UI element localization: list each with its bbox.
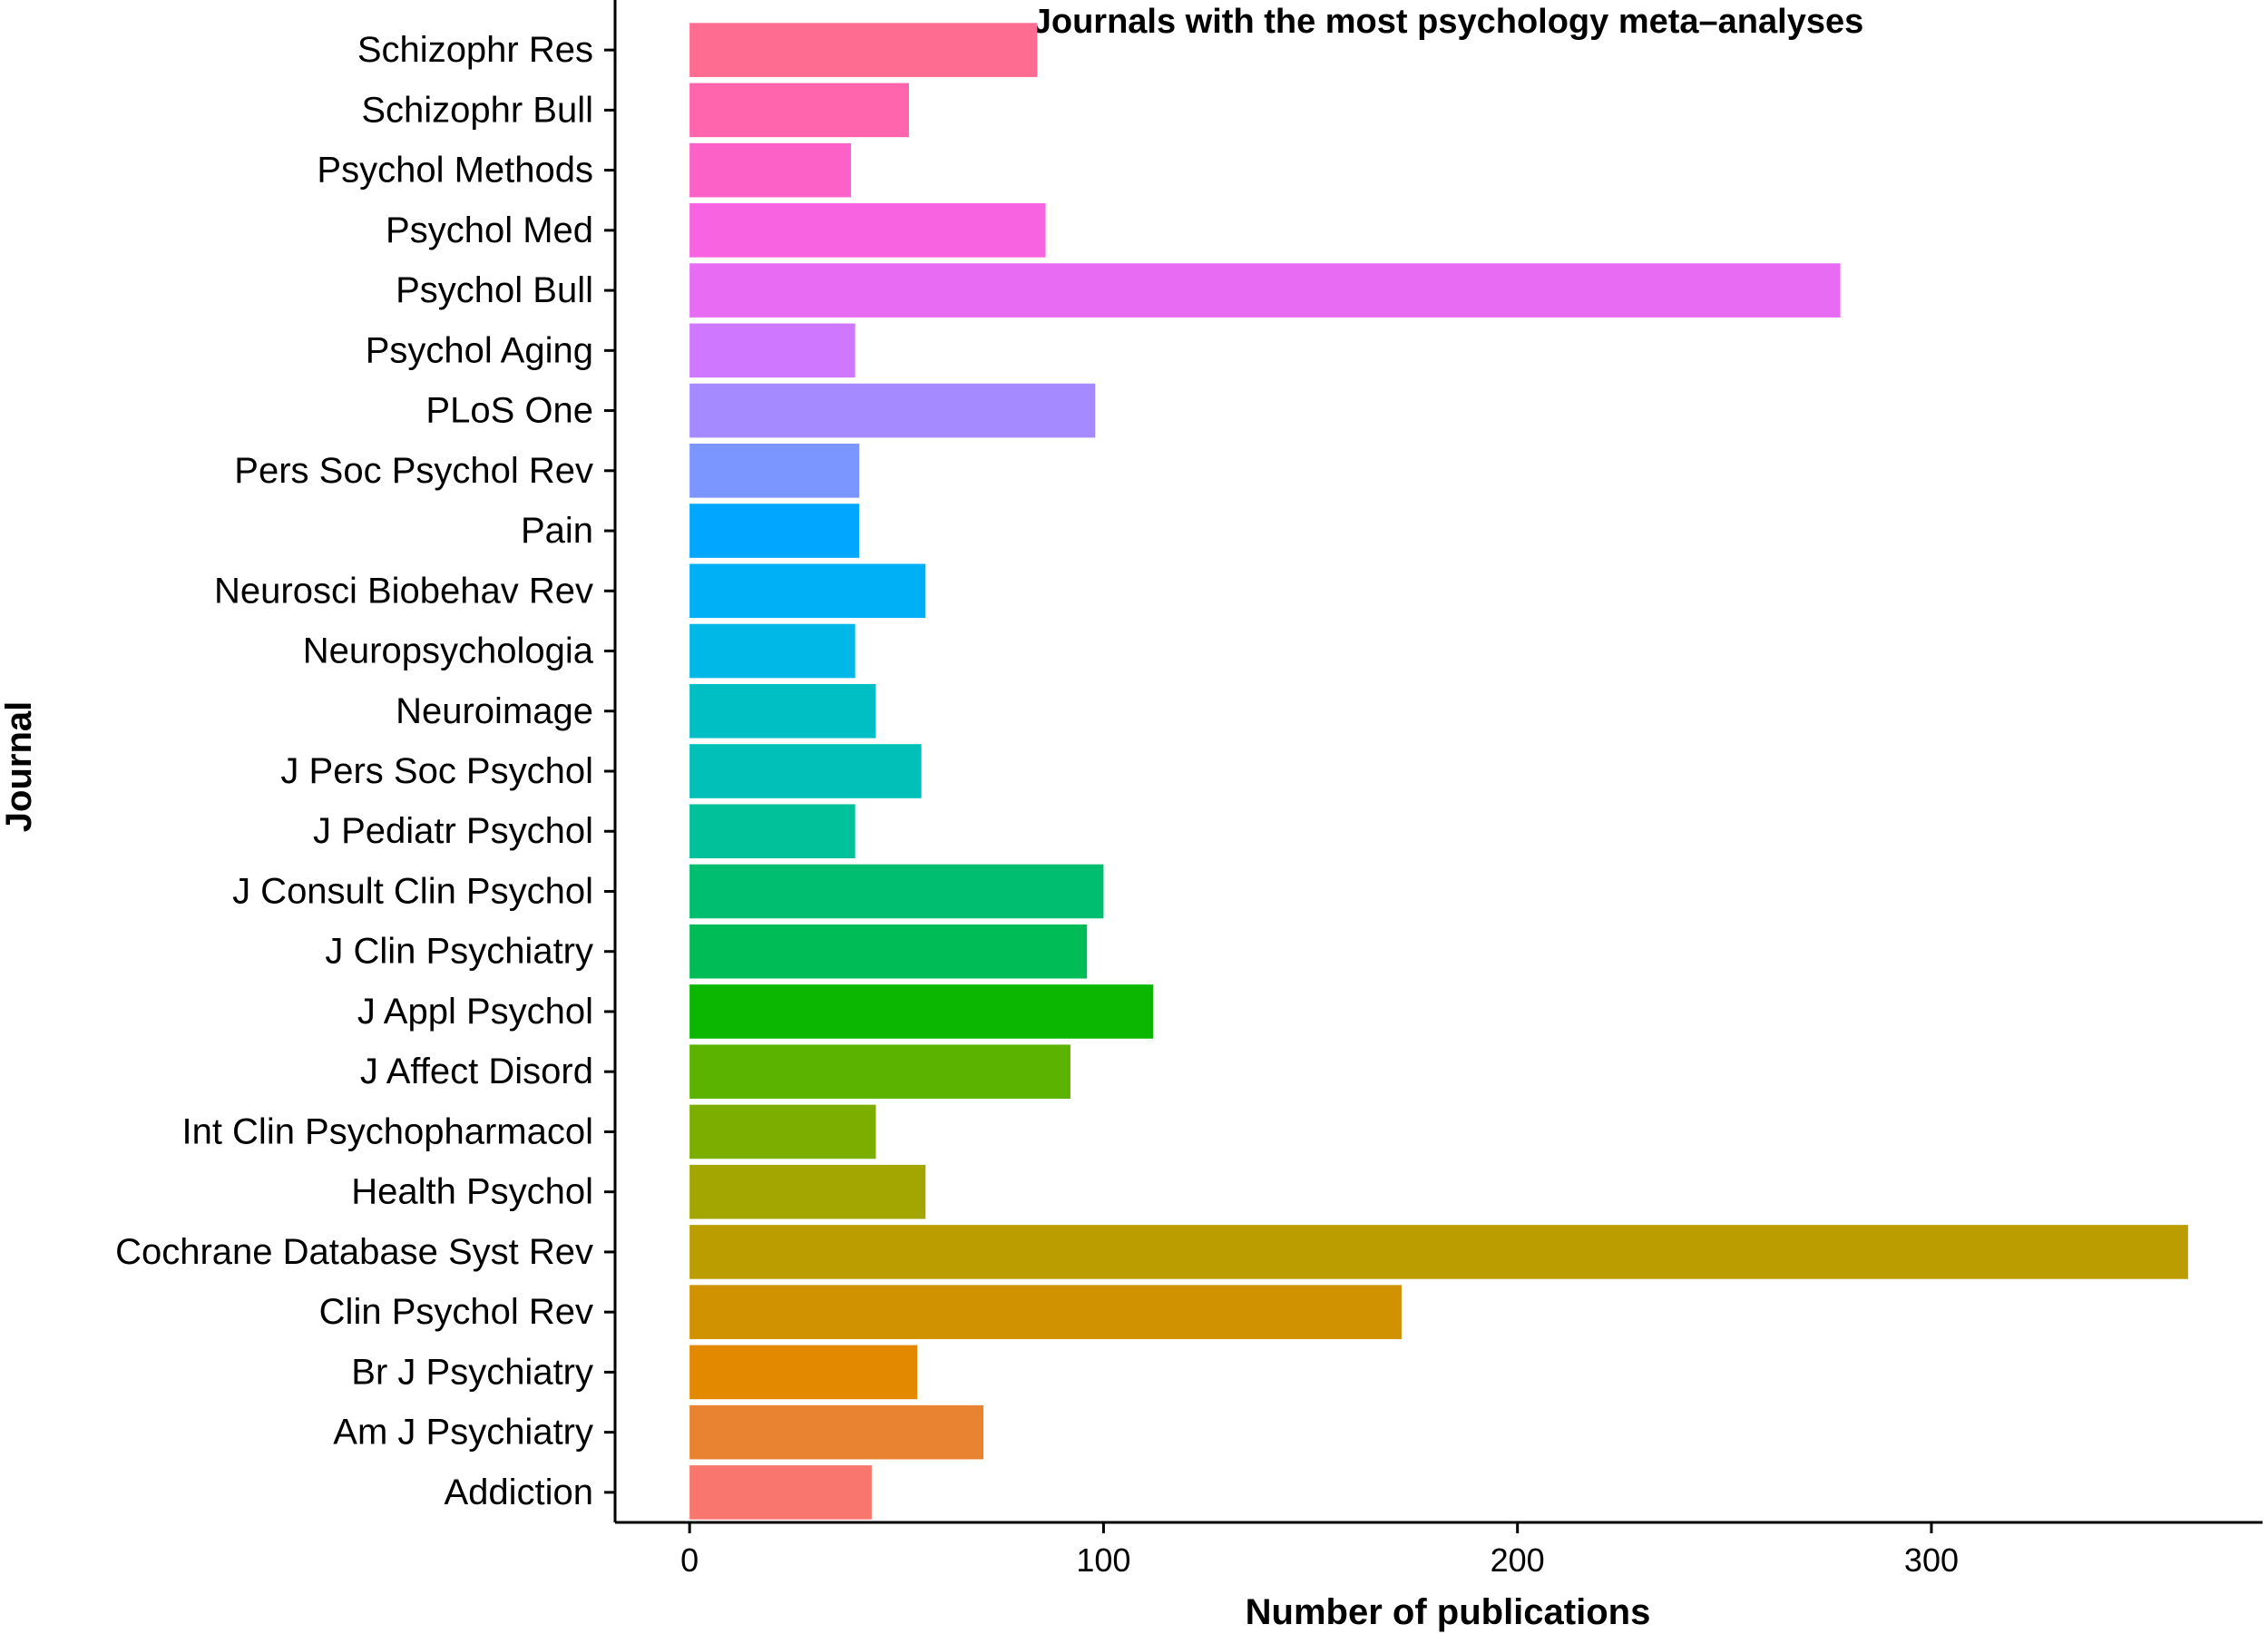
bar-pain [689,504,860,558]
y-tick-label-psychol-methods: Psychol Methods [317,151,593,191]
bar-j-consult-clin-psychol [689,864,1104,919]
bar-plos-one [689,383,1096,438]
x-axis: 0 100 200 300 [615,1521,2263,1579]
y-tick-label-pers-soc-psychol-rev: Pers Soc Psychol Rev [234,451,593,491]
y-tick-label-neuroimage: Neuroimage [396,691,593,731]
y-tick-label-j-pediatr-psychol: J Pediatr Psychol [313,811,593,851]
y-tick-label-j-appl-psychol: J Appl Psychol [357,992,593,1032]
bars-group [689,23,2188,1520]
bar-j-affect-disord [689,1044,1070,1100]
bar-pers-soc-psychol-rev [689,443,860,498]
y-tick-label-plos-one: PLoS One [425,391,593,431]
y-tick-label-schizophr-bull: Schizophr Bull [361,90,593,130]
x-tick-label-200: 200 [1491,1541,1545,1579]
y-tick-label-pain: Pain [521,511,593,551]
y-tick-label-j-consult-clin-psychol: J Consult Clin Psychol [232,871,593,911]
bar-neurosci-biobehav-rev [689,563,926,619]
x-tick-label-0: 0 [680,1541,699,1579]
y-tick-label-health-psychol: Health Psychol [351,1172,593,1212]
y-tick-label-clin-psychol-rev: Clin Psychol Rev [319,1292,593,1332]
bar-schizophr-bull [689,83,909,138]
y-tick-label-br-j-psychiatry: Br J Psychiatry [351,1352,593,1392]
bar-j-pers-soc-psychol [689,744,922,798]
bar-psychol-bull [689,263,1841,318]
y-tick-label-j-clin-psychiatry: J Clin Psychiatry [325,932,593,972]
chart-title: Journals with the most psychology meta–a… [1032,3,1864,41]
bar-psychol-med [689,203,1046,258]
bar-am-j-psychiatry [689,1404,984,1460]
bar-neuroimage [689,683,876,739]
bar-clin-psychol-rev [689,1285,1402,1339]
y-tick-label-cochrane-database-syst-rev: Cochrane Database Syst Rev [115,1232,593,1272]
y-tick-label-psychol-aging: Psychol Aging [366,330,593,370]
y-tick-label-schizophr-res: Schizophr Res [357,30,593,70]
bar-psychol-methods [689,142,852,198]
bar-cochrane-database-syst-rev [689,1225,2188,1279]
bar-j-pediatr-psychol [689,804,855,859]
bar-j-appl-psychol [689,984,1154,1039]
y-axis-title: Journal [0,701,39,832]
y-tick-label-addiction: Addiction [444,1473,593,1512]
bar-addiction [689,1465,872,1520]
y-tick-label-neuropsychologia: Neuropsychologia [303,631,594,671]
x-tick-label-100: 100 [1076,1541,1130,1579]
x-axis-title: Number of publications [1246,1592,1651,1632]
bar-health-psychol [689,1164,926,1219]
y-tick-label-psychol-bull: Psychol Bull [396,270,593,310]
bar-int-clin-psychopharmacol [689,1104,876,1159]
x-tick-label-300: 300 [1904,1541,1959,1579]
y-tick-label-neurosci-biobehav-rev: Neurosci Biobehav Rev [214,571,593,611]
bar-br-j-psychiatry [689,1345,918,1400]
y-tick-label-psychol-med: Psychol Med [386,210,593,250]
y-tick-label-am-j-psychiatry: Am J Psychiatry [333,1413,593,1453]
y-tick-label-int-clin-psychopharmacol: Int Clin Psychopharmacol [181,1111,593,1151]
y-axis: Schizophr Res Schizophr Bull Psychol Metho… [115,0,617,1522]
y-tick-label-j-affect-disord: J Affect Disord [360,1052,593,1091]
bar-psychol-aging [689,323,855,378]
bar-schizophr-res [689,23,1038,77]
y-tick-label-j-pers-soc-psychol: J Pers Soc Psychol [280,751,593,791]
bar-j-clin-psychiatry [689,924,1088,979]
bar-neuropsychologia [689,623,855,679]
